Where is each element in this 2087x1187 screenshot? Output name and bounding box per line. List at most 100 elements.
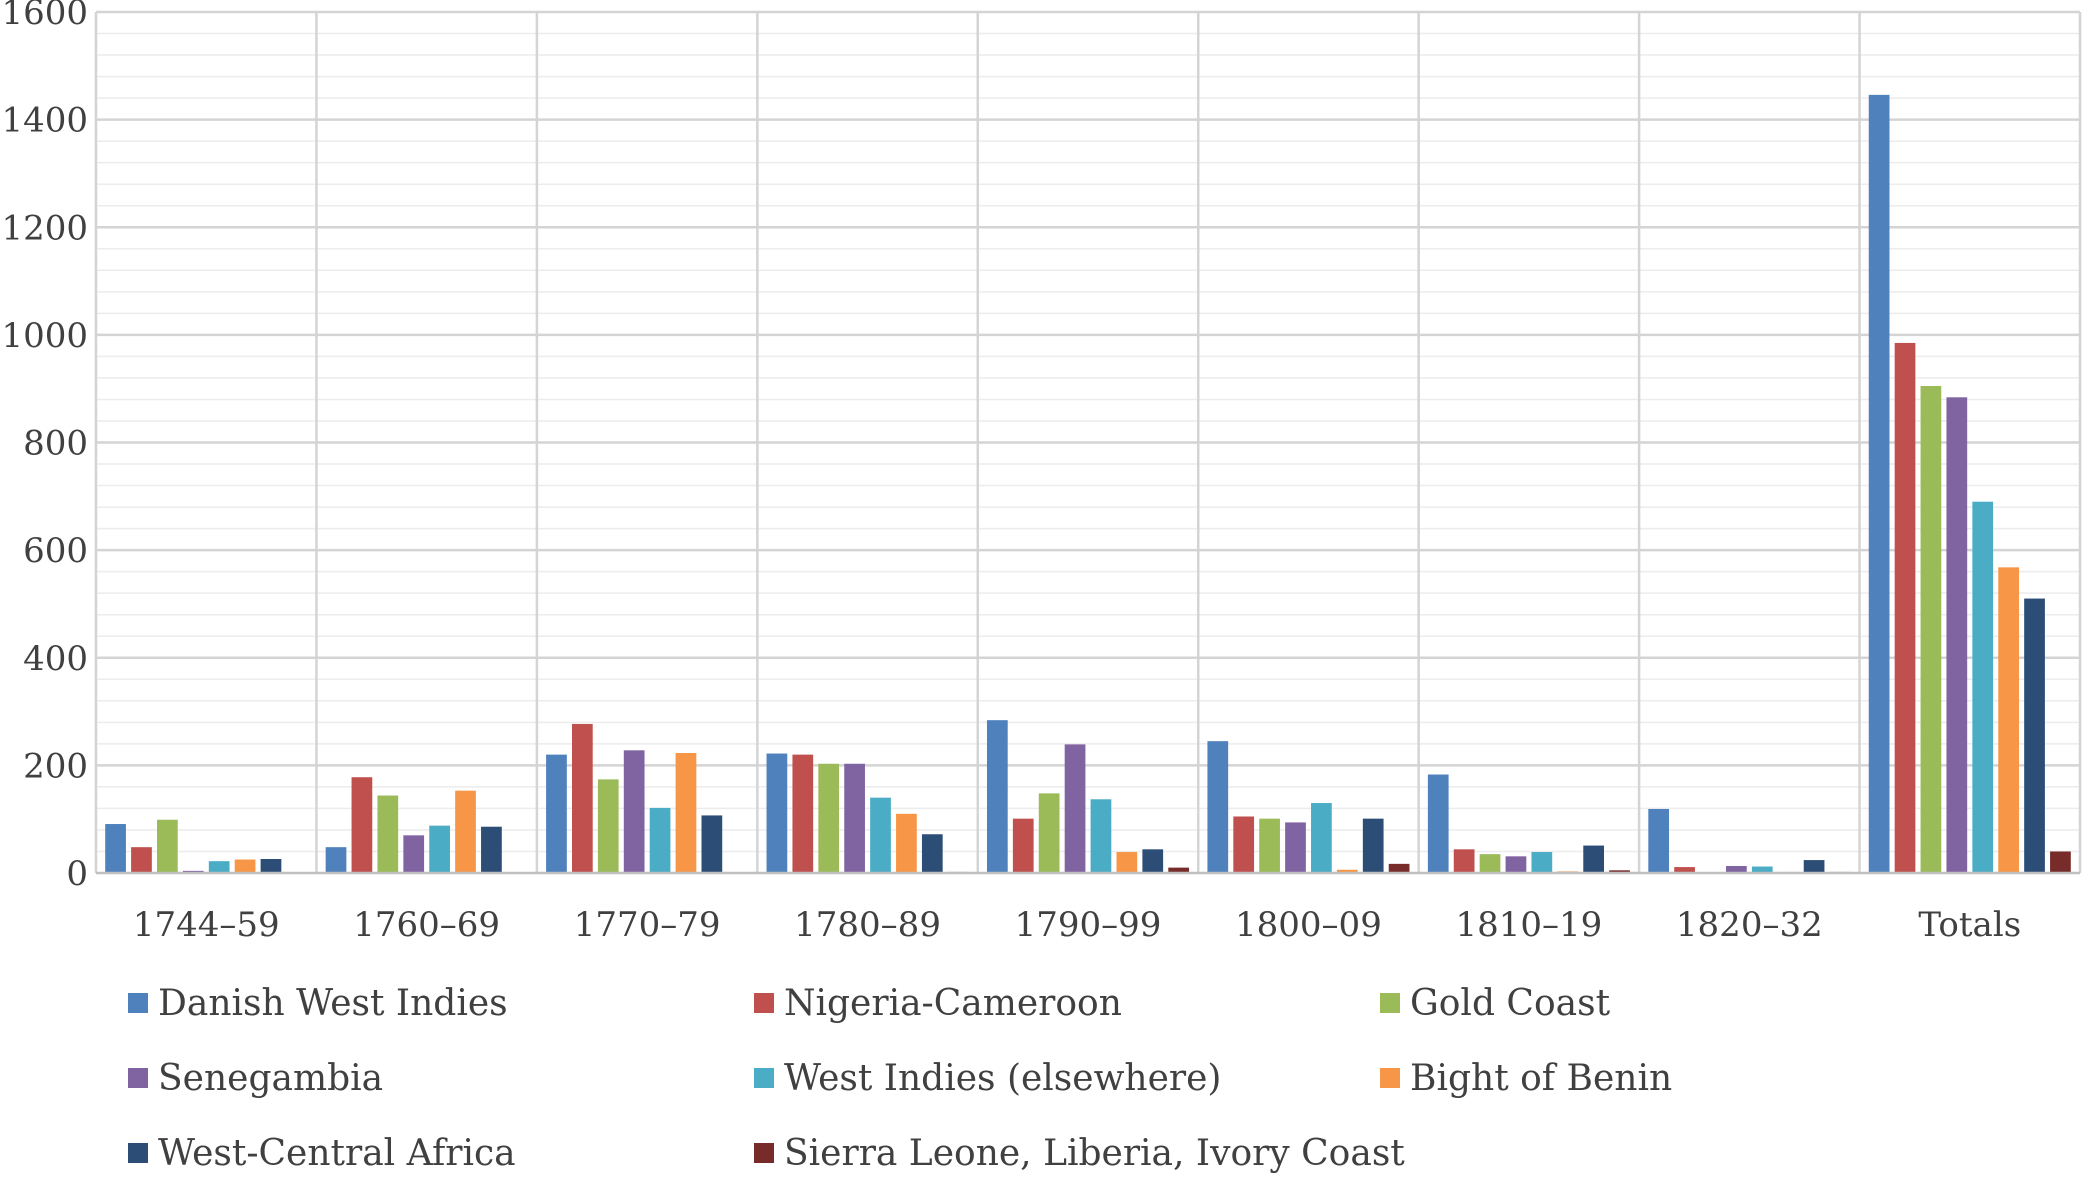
bar [844, 763, 865, 873]
bar [1285, 822, 1306, 873]
bar [1427, 774, 1449, 873]
bar [870, 797, 891, 873]
bar [377, 795, 399, 873]
y-tick-label: 200 [23, 746, 88, 786]
bar [2024, 598, 2045, 873]
bar [260, 859, 282, 873]
legend-label: Danish West Indies [158, 983, 508, 1024]
bar [429, 825, 450, 873]
x-tick-label: 1820–32 [1676, 905, 1823, 945]
legend-swatch [1380, 1068, 1400, 1088]
bar [325, 847, 347, 873]
bar [1038, 793, 1060, 873]
x-tick-label: 1780–89 [794, 905, 941, 945]
bar [1116, 852, 1138, 873]
x-axis-tick-labels: 1744–59 1760–69 1770–79 1780–89 1790–99 1800–… [133, 905, 2021, 945]
bar [2050, 851, 2071, 873]
legend-swatch [128, 1143, 148, 1163]
bar [818, 763, 840, 873]
bar [131, 847, 152, 873]
bar [1609, 870, 1630, 873]
x-tick-label: 1810–19 [1455, 905, 1602, 945]
x-tick-label: 1790–99 [1015, 905, 1162, 945]
bar [1531, 852, 1553, 873]
bar [1207, 741, 1229, 873]
bar [403, 835, 425, 873]
legend-label: Senegambia [158, 1058, 383, 1099]
bar [766, 753, 788, 873]
bar [1894, 342, 1916, 873]
x-tick-label: 1760–69 [353, 905, 500, 945]
bar [1012, 818, 1034, 873]
y-tick-label: 400 [23, 639, 88, 679]
bar [455, 790, 476, 873]
legend-swatch [754, 993, 774, 1013]
bar [481, 826, 502, 873]
x-tick-label: 1770–79 [574, 905, 721, 945]
bar [1142, 849, 1164, 873]
bar [1972, 501, 1994, 873]
legend-label: Sierra Leone, Liberia, Ivory Coast [784, 1133, 1405, 1174]
bar [1362, 818, 1384, 873]
bar [1648, 808, 1670, 873]
y-tick-label: 1000 [1, 316, 88, 356]
bar [1920, 385, 1942, 873]
bar [234, 859, 256, 873]
bar [208, 861, 230, 873]
minor-grid [96, 32, 2080, 853]
bar [1674, 867, 1695, 873]
y-tick-label: 1200 [1, 208, 88, 248]
bar [1336, 869, 1358, 873]
legend-swatch [754, 1143, 774, 1163]
y-tick-label: 1600 [1, 0, 88, 33]
bar [1946, 397, 1968, 873]
legend-label: Gold Coast [1410, 983, 1611, 1024]
bars [105, 94, 2071, 874]
bar [157, 819, 178, 873]
y-tick-label: 600 [23, 531, 88, 571]
bar [1998, 567, 2019, 873]
bar [1259, 818, 1280, 873]
major-grid [96, 10, 2080, 767]
x-tick-label: 1744–59 [133, 905, 280, 945]
y-axis-tick-labels: 0 200 400 600 800 1000 1200 1400 1600 [1, 0, 88, 894]
y-tick-label: 0 [66, 854, 88, 894]
x-tick-label: Totals [1918, 905, 2021, 945]
legend-swatch [128, 993, 148, 1013]
bar [351, 777, 373, 873]
bar [1751, 866, 1773, 873]
legend-label: Nigeria-Cameroon [784, 983, 1122, 1024]
legend-label: West-Central Africa [158, 1133, 516, 1174]
y-tick-label: 800 [23, 424, 88, 464]
bar [701, 815, 723, 873]
bar [649, 807, 671, 873]
legend-swatch [754, 1068, 774, 1088]
bar [792, 754, 814, 873]
bar [1479, 854, 1501, 873]
bar [1311, 803, 1332, 873]
bar [1388, 863, 1410, 873]
bar [1453, 849, 1475, 873]
bar [1868, 94, 1890, 874]
bar [1803, 860, 1825, 873]
bar [986, 720, 1008, 873]
x-tick-label: 1800–09 [1235, 905, 1382, 945]
bar [597, 779, 619, 873]
legend-swatch [1380, 993, 1400, 1013]
legend-label: West Indies (elsewhere) [784, 1058, 1221, 1099]
bar [1726, 866, 1747, 873]
category-separators [94, 12, 2082, 873]
bar [1233, 816, 1255, 873]
bar [1168, 867, 1190, 873]
bar [1090, 799, 1112, 873]
bar [1505, 856, 1527, 873]
bar [921, 834, 943, 873]
y-tick-label: 1400 [1, 101, 88, 141]
bar [896, 813, 917, 873]
bar [105, 824, 126, 873]
legend-swatch [128, 1068, 148, 1088]
bar [546, 754, 567, 873]
bar [1064, 744, 1086, 873]
bar [1583, 845, 1605, 873]
